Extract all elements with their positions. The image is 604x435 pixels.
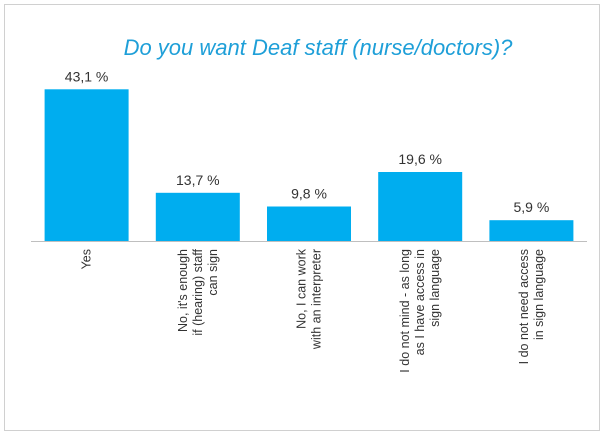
category-labels-group: Yes No, it's enough if (hearing) staff can … — [80, 248, 546, 372]
category-label-3: No, I can work with an interpreter — [295, 248, 324, 350]
category-label-2-line-2: if (hearing) staff — [191, 248, 205, 335]
bar-2 — [155, 192, 240, 241]
category-label-5: I do not need access in sign language — [517, 249, 546, 364]
bar-1 — [44, 89, 129, 241]
category-label-5-line-2: in sign language — [532, 249, 546, 340]
value-label-4: 19,6 % — [398, 151, 442, 167]
category-label-1-line-1: Yes — [80, 249, 94, 269]
value-label-5: 5,9 % — [513, 199, 549, 215]
category-label-3-line-2: with an interpreter — [310, 249, 324, 350]
value-labels-group: 43,1 % 13,7 % 9,8 % 19,6 % 5,9 % — [65, 68, 550, 215]
category-label-2-line-3: can sign — [206, 249, 220, 296]
value-label-3: 9,8 % — [291, 186, 327, 202]
category-label-4-line-3: sign language — [428, 249, 442, 327]
value-label-1: 43,1 % — [65, 68, 109, 84]
value-label-2: 13,7 % — [176, 172, 220, 188]
bar-4 — [378, 172, 463, 241]
chart-title: Do you want Deaf staff (nurse/doctors)? — [124, 35, 514, 60]
bars-group — [44, 89, 574, 241]
category-label-5-line-1: I do not need access — [517, 249, 531, 364]
category-label-4-line-1: I do not mind - as long — [398, 249, 412, 373]
category-label-3-line-1: No, I can work — [295, 248, 309, 329]
bar-chart: Do you want Deaf staff (nurse/doctors)? … — [31, 35, 587, 373]
category-label-2: No, it's enough if (hearing) staff can sig… — [176, 248, 220, 335]
category-label-4: I do not mind - as long as I have access … — [398, 249, 442, 373]
bar-3 — [267, 206, 351, 241]
category-label-1: Yes — [80, 249, 94, 269]
bar-5 — [489, 220, 574, 241]
category-label-4-line-2: as I have access in — [413, 249, 427, 355]
category-label-2-line-1: No, it's enough — [176, 249, 190, 332]
chart-frame: Do you want Deaf staff (nurse/doctors)? … — [4, 4, 600, 431]
